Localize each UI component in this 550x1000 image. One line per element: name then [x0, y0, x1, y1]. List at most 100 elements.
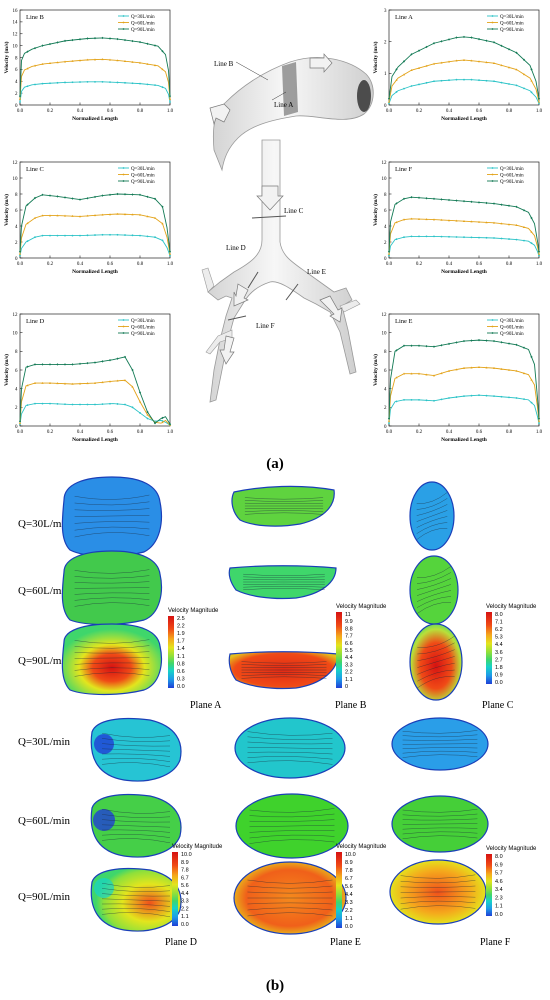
- streamline: [416, 596, 452, 608]
- data-point: [48, 214, 52, 217]
- data-point: [71, 363, 74, 366]
- data-point: [56, 363, 59, 366]
- data-point: [78, 198, 82, 201]
- streamline: [416, 566, 452, 578]
- data-point: [410, 85, 413, 87]
- data-point: [41, 214, 44, 217]
- data-point: [71, 403, 74, 406]
- plot-frame: [388, 9, 540, 106]
- data-point: [455, 219, 458, 222]
- streamline: [101, 738, 171, 742]
- chart-line-d: 0.0 0.2 0.4 0.6 0.8 1.0 0 2 4 6 8 10 12 Normalized Le…: [3, 313, 174, 443]
- data-point: [470, 394, 473, 397]
- data-point: [116, 403, 119, 405]
- data-point: [146, 83, 149, 86]
- data-point: [440, 398, 443, 401]
- data-point: [522, 346, 526, 349]
- chart-title: Line B: [26, 14, 45, 21]
- streamline: [416, 516, 448, 528]
- data-point: [49, 402, 51, 405]
- data-point: [455, 341, 458, 344]
- streamline: [74, 587, 150, 589]
- streamline: [244, 502, 324, 504]
- data-point: [500, 44, 503, 47]
- streamline: [101, 882, 171, 888]
- data-point: [425, 373, 428, 376]
- data-point: [116, 192, 119, 196]
- airway-line-f-label: Line F: [256, 322, 275, 330]
- data-point: [64, 81, 66, 84]
- data-point: [447, 219, 451, 222]
- streamline: [416, 492, 448, 504]
- streamline: [247, 756, 333, 760]
- data-point: [425, 399, 428, 402]
- colorbar-tick-label: 0.0: [181, 922, 189, 928]
- legend-marker: [122, 332, 125, 334]
- data-point: [515, 51, 518, 54]
- data-point: [538, 254, 540, 257]
- x-tick-label: 0.0: [17, 109, 24, 114]
- velocity-profile-charts: 0.0 0.2 0.4 0.6 0.8 1.00246810121416Normalize…: [3, 9, 543, 443]
- data-point: [86, 382, 89, 385]
- y-tick-label: 0: [15, 104, 18, 109]
- data-point: [402, 344, 406, 347]
- data-point: [33, 216, 37, 219]
- streamline: [243, 586, 325, 588]
- data-point: [93, 58, 97, 61]
- streamline: [416, 578, 452, 590]
- data-point: [86, 58, 89, 61]
- colorbar-tick-label: 2.2: [345, 908, 353, 914]
- y-tick-label: 0: [384, 425, 387, 430]
- streamline: [249, 813, 335, 818]
- data-point: [26, 384, 29, 387]
- colorbar-tick-label: 5.3: [495, 635, 503, 641]
- streamline: [101, 829, 171, 833]
- flow-rate-row-labels: Q=30L/min Q=60L/min Q=90L/min Q=30L/min …: [18, 518, 71, 903]
- x-tick-label: 0.2: [47, 262, 54, 267]
- data-point: [432, 197, 436, 200]
- streamline: [402, 738, 478, 741]
- data-point: [455, 368, 458, 371]
- colorbar-title: Velocity Magnitude: [486, 846, 537, 852]
- data-point: [63, 363, 67, 366]
- plane-a-q90: [61, 623, 163, 696]
- plane-a-q60: [61, 550, 163, 626]
- data-point: [33, 196, 37, 200]
- colorbar-tick-label: 4.6: [495, 879, 503, 885]
- x-tick-label: 0.4: [446, 109, 453, 114]
- series-line-q-30l-min: [19, 234, 171, 256]
- streamline: [101, 762, 171, 768]
- data-point: [530, 91, 533, 94]
- data-point: [432, 42, 436, 45]
- data-point: [78, 382, 82, 385]
- streamline: [101, 819, 171, 823]
- data-point: [146, 42, 149, 45]
- colorbar-tick-label: 1.1: [345, 677, 353, 683]
- data-point: [462, 220, 466, 222]
- colorbar-tick-label: 6.6: [345, 641, 353, 647]
- legend-entry: Q=60L/min: [500, 21, 524, 26]
- data-point: [108, 380, 112, 383]
- streamline: [74, 526, 150, 531]
- streamline: [241, 664, 327, 666]
- streamline: [243, 588, 325, 591]
- y-tick-label: 4: [384, 225, 387, 230]
- chart-title: Line A: [395, 14, 413, 21]
- data-point: [168, 97, 172, 100]
- data-point: [101, 360, 104, 363]
- x-tick-label: 0.8: [137, 109, 144, 114]
- data-point: [492, 366, 496, 369]
- legend-marker: [122, 167, 125, 169]
- data-point: [463, 78, 465, 81]
- colorbar-plane-b: Velocity Magnitude 119.98.8 7.76.65.54.43.…: [336, 604, 387, 690]
- streamline: [241, 672, 327, 674]
- streamline: [241, 674, 327, 676]
- x-tick-label: 0.8: [137, 262, 144, 267]
- data-point: [41, 44, 44, 47]
- flow-arrow-icon: [256, 185, 284, 211]
- plot-frame: [19, 313, 171, 427]
- colorbar-plane-c: Velocity Magnitude 8.0 7.16.2 5.34.4 3.62.7 1…: [486, 604, 537, 686]
- data-point: [402, 197, 406, 200]
- data-point: [138, 400, 142, 403]
- data-point: [470, 200, 473, 203]
